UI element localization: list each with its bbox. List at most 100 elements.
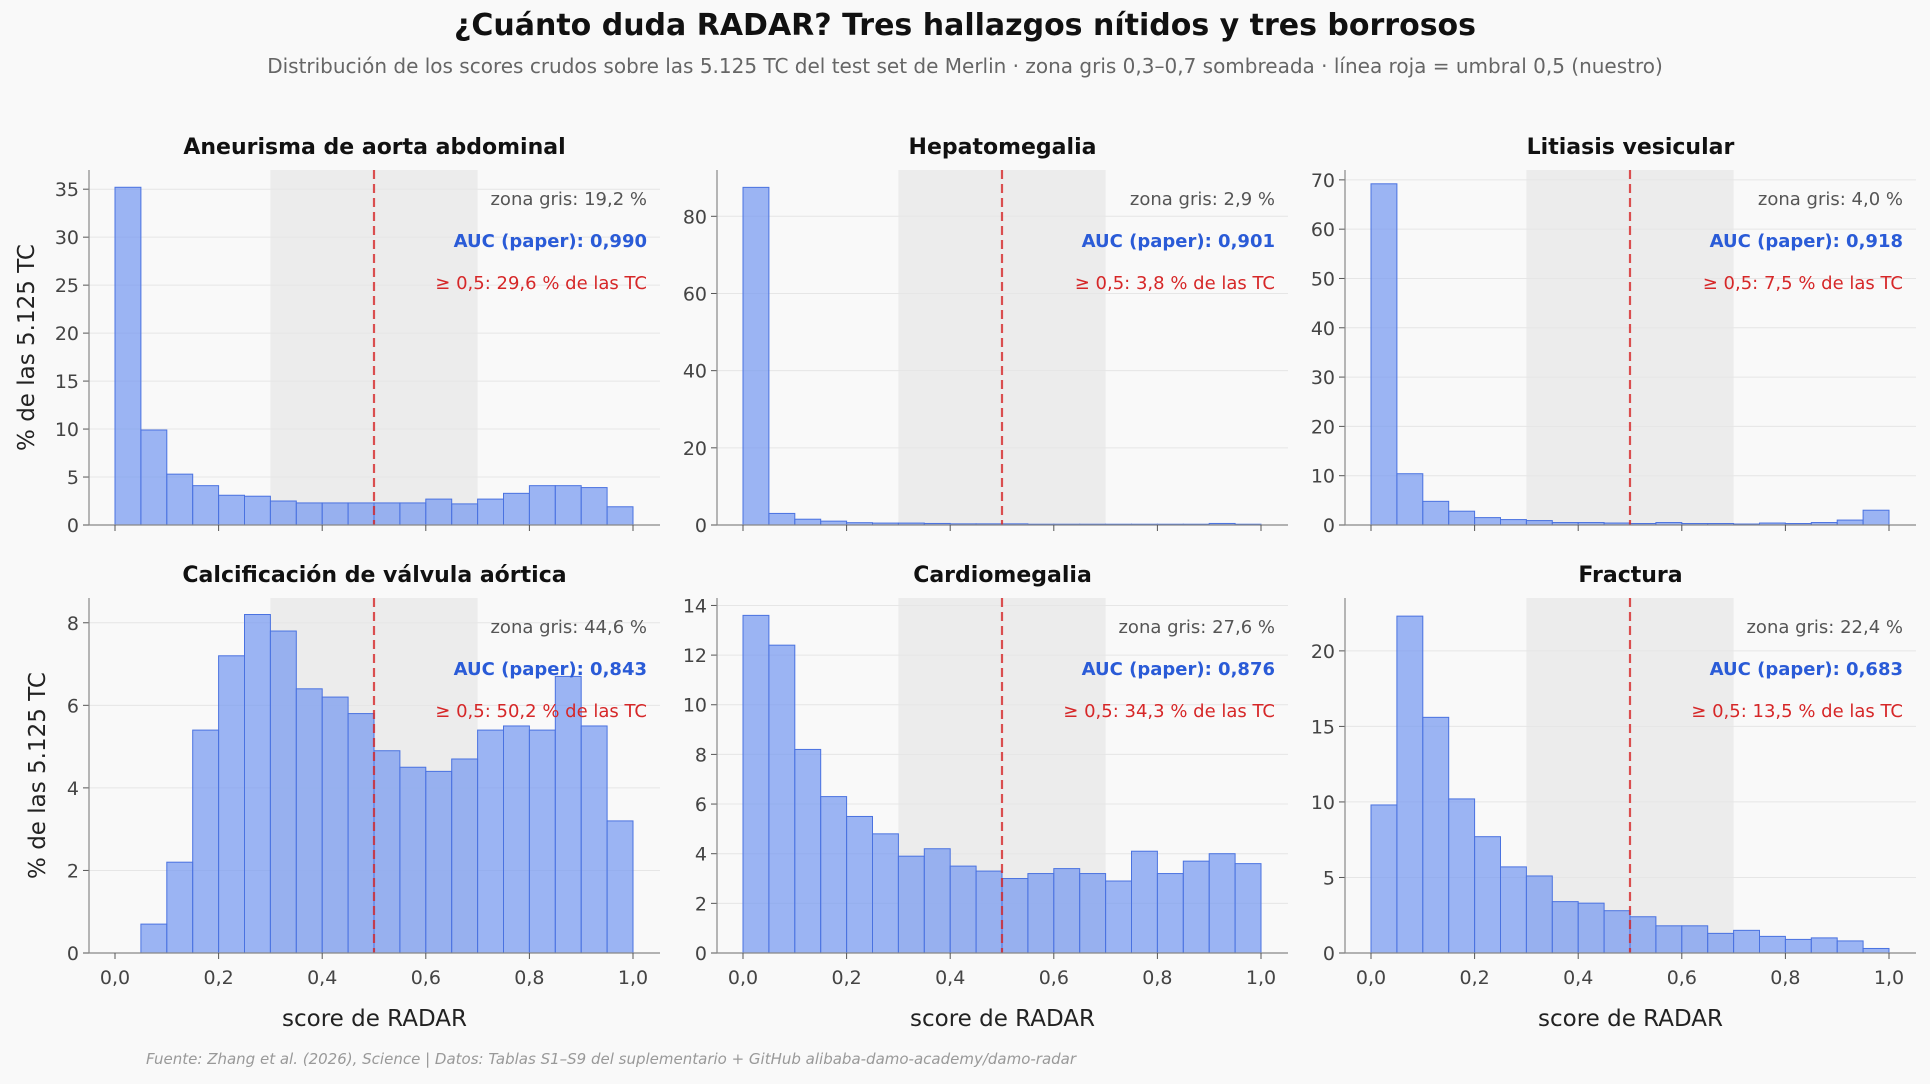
subplot-title: Fractura: [1578, 563, 1682, 588]
above-threshold-annotation: ≥ 0,5: 50,2 % de las TC: [435, 701, 647, 722]
figure-subtitle: Distribución de los scores crudos sobre …: [267, 54, 1663, 78]
histogram-bar: [166, 473, 194, 526]
subplot-3: Litiasis vesicular 0 10 20 30 40 50 60 70 zona gr…: [1311, 135, 1916, 537]
above-threshold-annotation: ≥ 0,5: 13,5 % de las TC: [1691, 701, 1903, 722]
histogram-bar: [295, 502, 323, 526]
histogram-bar: [1681, 925, 1709, 954]
subplot-title: Litiasis vesicular: [1527, 135, 1735, 160]
auc-annotation: AUC (paper): 0,683: [1710, 659, 1903, 680]
gray-zone-annotation: zona gris: 27,6 %: [1118, 617, 1275, 638]
histogram-bar: [820, 796, 848, 954]
y-tick-label: 6: [67, 695, 79, 717]
histogram-bar: [425, 770, 453, 954]
x-tick-label: 0,6: [411, 967, 441, 989]
y-tick-label: 0: [67, 515, 79, 537]
y-tick-label: 12: [683, 645, 707, 667]
y-tick-label: 10: [1311, 792, 1335, 814]
histogram-bar: [1234, 863, 1262, 954]
y-tick-label: 8: [67, 613, 79, 635]
subplot-5: Cardiomegalia 0 2 4 6 8 10 12 14 0,0 0,2 0,4 0,6 0,8 1…: [683, 563, 1288, 1032]
x-tick-label: 1,0: [1874, 967, 1904, 989]
gray-zone-annotation: zona gris: 2,9 %: [1130, 189, 1275, 210]
histogram-bar: [897, 855, 925, 954]
y-tick-label: 15: [1311, 716, 1335, 738]
histogram-bar: [580, 487, 608, 526]
y-tick-label: 60: [1311, 219, 1335, 241]
histogram-bar: [1448, 798, 1476, 954]
above-threshold-annotation: ≥ 0,5: 34,3 % de las TC: [1063, 701, 1275, 722]
histogram-bar: [244, 495, 271, 526]
histogram-bar: [794, 748, 822, 954]
y-tick-label: 25: [55, 275, 79, 297]
gray-zone-annotation: zona gris: 19,2 %: [490, 189, 647, 210]
histogram-bar: [218, 494, 246, 526]
histogram-bar: [923, 848, 951, 954]
histogram-bar: [1027, 873, 1055, 954]
histogram-bar: [606, 506, 634, 526]
histogram-bar: [477, 498, 505, 526]
y-tick-label: 20: [1311, 416, 1335, 438]
histogram-bar: [1836, 519, 1864, 526]
histogram-bar: [1525, 520, 1553, 526]
above-threshold-annotation: ≥ 0,5: 29,6 % de las TC: [435, 273, 647, 294]
histogram-bar: [949, 865, 977, 954]
histogram-bar: [846, 815, 873, 954]
histogram-bar: [1105, 880, 1132, 954]
histogram-bar: [166, 861, 194, 954]
histogram-bar: [1577, 902, 1605, 954]
histogram-bar: [872, 833, 899, 954]
x-tick-label: 0,6: [1039, 967, 1069, 989]
y-tick-label: 20: [1311, 641, 1335, 663]
histogram-bar: [1156, 873, 1184, 954]
histogram-bar: [244, 614, 271, 954]
histogram-bar: [975, 870, 1003, 954]
x-axis-label: score de RADAR: [282, 1006, 467, 1032]
y-tick-label: 10: [1311, 466, 1335, 488]
histogram-bar: [1053, 868, 1081, 954]
histogram-bar: [1131, 850, 1158, 954]
histogram-bar: [1655, 925, 1683, 954]
histogram-bar: [192, 485, 220, 526]
y-tick-label: 2: [695, 893, 707, 915]
histogram-bar: [1474, 517, 1501, 526]
histogram-bar: [554, 485, 582, 526]
x-tick-label: 0,4: [935, 967, 965, 989]
y-tick-label: 20: [55, 323, 79, 345]
histogram-bar: [1759, 935, 1786, 954]
histogram-bar: [1707, 932, 1735, 954]
subplot-2: Hepatomegalia 0 20 40 60 80 zona gris: 2,9 % AU…: [683, 135, 1288, 537]
x-tick-label: 0,2: [203, 967, 233, 989]
x-tick-label: 0,8: [514, 967, 544, 989]
histogram-bar: [140, 923, 168, 954]
auc-annotation: AUC (paper): 0,918: [1710, 231, 1903, 252]
y-tick-label: 0: [1323, 515, 1335, 537]
histogram-bar: [1525, 875, 1553, 954]
histogram-bar: [794, 518, 822, 526]
auc-annotation: AUC (paper): 0,901: [1082, 231, 1275, 252]
y-tick-label: 20: [683, 438, 707, 460]
y-tick-label: 2: [67, 860, 79, 882]
subplot-title: Aneurisma de aorta abdominal: [183, 135, 565, 160]
x-tick-label: 0,2: [1459, 967, 1489, 989]
histogram-bar: [451, 758, 479, 954]
histogram-bar: [477, 729, 505, 954]
y-tick-label: 60: [683, 283, 707, 305]
auc-annotation: AUC (paper): 0,990: [454, 231, 647, 252]
x-axis-label: score de RADAR: [910, 1006, 1095, 1032]
histogram-bar: [1733, 929, 1760, 954]
histogram-bar: [218, 655, 246, 954]
auc-annotation: AUC (paper): 0,876: [1082, 659, 1275, 680]
histogram-bar: [1603, 910, 1631, 954]
x-tick-label: 0,4: [1563, 967, 1593, 989]
histogram-bar: [503, 725, 530, 954]
figure-title: ¿Cuánto duda RADAR? Tres hallazgos nítid…: [453, 8, 1477, 43]
y-tick-label: 5: [1323, 867, 1335, 889]
y-tick-label: 70: [1311, 170, 1335, 192]
histogram-bar: [399, 766, 427, 954]
x-axis-label: score de RADAR: [1538, 1006, 1723, 1032]
y-tick-label: 0: [695, 515, 707, 537]
subplot-6: Fractura 0 5 10 15 20 0,0 0,2 0,4 0,6 0,8 1,0 score …: [1311, 563, 1916, 1032]
histogram-bar: [1079, 873, 1107, 954]
histogram-bar: [295, 688, 323, 954]
above-threshold-annotation: ≥ 0,5: 3,8 % de las TC: [1075, 273, 1275, 294]
